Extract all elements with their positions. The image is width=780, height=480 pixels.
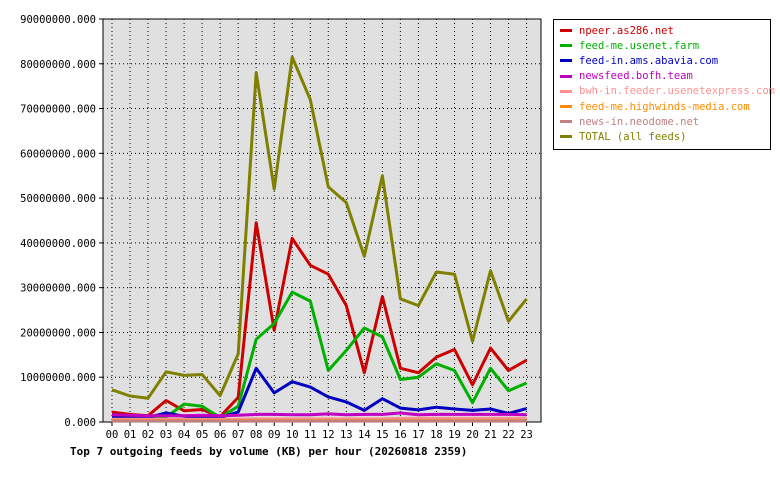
legend-item: feed-me.highwinds-media.com [560,99,770,114]
x-tick-label: 01 [124,429,137,441]
chart-title: Top 7 outgoing feeds by volume (KB) per … [70,445,467,458]
x-tick-label: 20 [466,429,479,441]
x-tick-label: 08 [250,429,263,441]
x-tick-label: 05 [196,429,209,441]
plot-area [102,18,542,423]
legend-label: TOTAL (all feeds) [579,130,687,143]
x-tick-label: 00 [106,429,119,441]
series-line [112,416,527,421]
y-tick-label: 30000000.000 [20,283,96,295]
x-tick-label: 15 [376,429,389,441]
legend-item: npeer.as286.net [560,23,770,38]
x-tick-label: 11 [304,429,317,441]
y-tick-label: 0.000 [64,417,96,429]
series-line [111,55,528,400]
x-tick-label: 17 [412,429,425,441]
legend-swatch [560,59,572,63]
legend-item: TOTAL (all feeds) [560,129,770,144]
x-tick-label: 10 [286,429,299,441]
y-tick-label: 80000000.000 [20,59,96,71]
legend-item: feed-in.ams.abavia.com [560,53,770,68]
y-tick-label: 60000000.000 [20,148,96,160]
legend-swatch [560,135,572,139]
series-line [111,411,527,418]
x-tick-label: 13 [340,429,353,441]
legend-swatch [560,105,572,109]
legend-item: feed-me.usenet.farm [560,38,770,53]
y-tick-label: 40000000.000 [20,238,96,250]
x-tick-label: 04 [178,429,191,441]
legend-label: bwh-in.feeder.usenetexpress.com [579,85,775,98]
legend-label: npeer.as286.net [579,24,674,37]
y-tick-label: 10000000.000 [20,372,96,384]
x-tick-label: 07 [232,429,245,441]
legend-swatch [560,44,572,48]
x-tick-label: 18 [430,429,443,441]
y-tick-label: 20000000.000 [20,327,96,339]
x-tick-label: 03 [160,429,173,441]
y-tick-label: 50000000.000 [20,193,96,205]
legend-item: bwh-in.feeder.usenetexpress.com [560,84,775,99]
axis-ticks: 0.000 10000000.000 20000000.000 30000000.00… [20,14,533,441]
legend-label: news-in.neodome.net [579,115,700,128]
grid-lines [103,19,541,422]
x-tick-label: 12 [322,429,335,441]
series-lines [111,55,528,423]
legend-swatch [560,74,572,78]
y-tick-label: 70000000.000 [20,104,96,116]
x-tick-label: 14 [358,429,371,441]
legend-label: newsfeed.bofh.team [579,70,693,83]
legend-item: newsfeed.bofh.team [560,69,770,84]
legend-swatch [560,120,572,124]
x-tick-label: 09 [268,429,281,441]
x-tick-label: 21 [484,429,497,441]
legend-swatch [560,29,572,33]
x-tick-label: 16 [394,429,407,441]
x-tick-label: 22 [502,429,515,441]
chart-legend: npeer.as286.net feed-me.usenet.farm feed-i… [553,19,775,150]
legend-label: feed-me.highwinds-media.com [579,100,750,113]
legend-item: news-in.neodome.net [560,114,770,129]
series-line [111,290,528,419]
y-tick-label: 90000000.000 [20,14,96,26]
x-tick-label: 23 [520,429,533,441]
series-line [111,221,528,419]
legend-swatch [560,89,572,93]
legend-label: feed-in.ams.abavia.com [579,54,719,67]
legend-label: feed-me.usenet.farm [579,39,700,52]
x-tick-label: 06 [214,429,227,441]
x-tick-label: 02 [142,429,155,441]
x-tick-label: 19 [448,429,461,441]
